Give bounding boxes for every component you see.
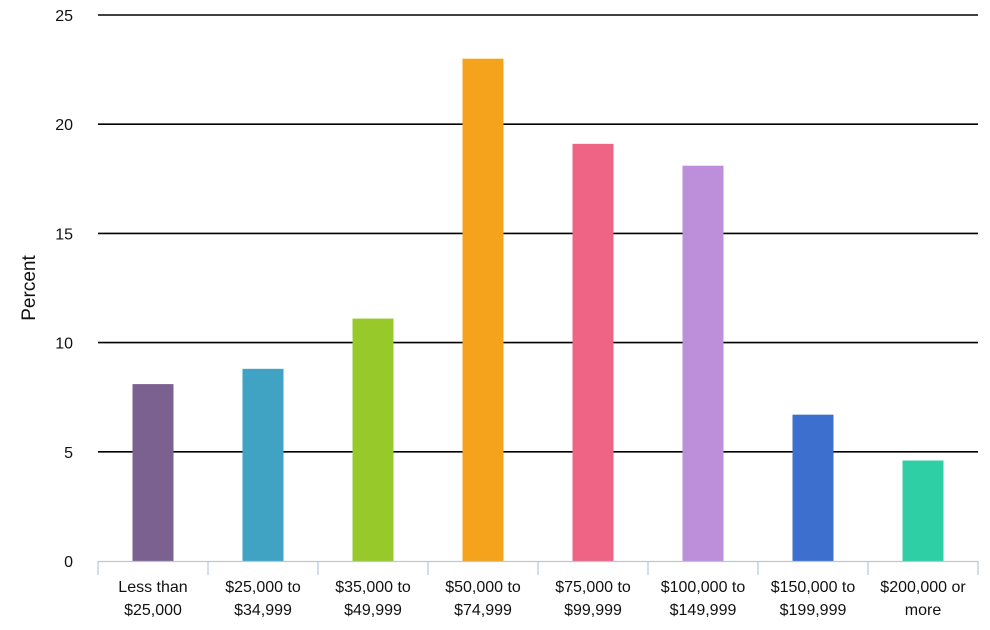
bar (682, 165, 724, 562)
y-tick-label: 20 (55, 117, 73, 134)
gridlines (98, 14, 978, 453)
x-category-label: more (905, 602, 942, 619)
x-axis (97, 560, 979, 575)
x-category-label: $99,999 (564, 602, 622, 619)
y-axis-title: Percent (19, 255, 40, 321)
y-tick-label: 5 (64, 445, 73, 462)
x-category-label: $35,000 to (335, 579, 411, 596)
x-category-label: $100,000 to (661, 579, 746, 596)
x-category-label: $200,000 or (880, 579, 966, 596)
x-category-label: $150,000 to (771, 579, 856, 596)
y-axis-tick-labels: 0 5 10 15 20 25 (55, 8, 73, 571)
bar (242, 368, 284, 561)
x-category-label: $149,999 (670, 602, 737, 619)
x-category-label: $50,000 to (445, 579, 521, 596)
x-category-label: $199,999 (780, 602, 847, 619)
x-category-label: $34,999 (234, 602, 292, 619)
bar (462, 58, 504, 562)
bar (352, 318, 394, 561)
y-tick-label: 15 (55, 226, 73, 243)
x-category-label: $75,000 to (555, 579, 631, 596)
bar (132, 384, 174, 561)
bars (132, 58, 944, 562)
y-tick-label: 10 (55, 336, 73, 353)
x-category-label: Less than (118, 579, 187, 596)
bar (572, 143, 614, 561)
x-category-label: $25,000 to (225, 579, 301, 596)
bar (902, 460, 944, 561)
y-tick-label: 25 (55, 8, 73, 25)
x-category-label: $25,000 (124, 602, 182, 619)
y-tick-label: 0 (64, 554, 73, 571)
x-category-label: $74,999 (454, 602, 512, 619)
bar (792, 414, 834, 561)
x-category-label: $49,999 (344, 602, 402, 619)
x-axis-category-labels: Less than $25,000 $25,000 to $34,999 $35,000… (118, 579, 966, 619)
